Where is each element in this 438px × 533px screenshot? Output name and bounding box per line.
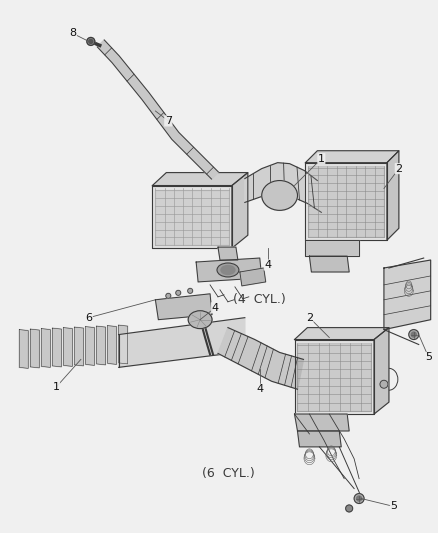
- Text: 2: 2: [306, 313, 313, 322]
- Circle shape: [411, 332, 416, 337]
- Text: (4  CYL.): (4 CYL.): [233, 293, 286, 306]
- Ellipse shape: [217, 263, 239, 277]
- Text: 4: 4: [264, 260, 271, 270]
- Circle shape: [166, 293, 171, 298]
- Circle shape: [346, 505, 353, 512]
- Text: 6: 6: [85, 313, 92, 322]
- Polygon shape: [53, 328, 61, 367]
- Text: 4: 4: [256, 384, 263, 394]
- Text: 5: 5: [425, 352, 432, 362]
- Polygon shape: [294, 340, 374, 414]
- Ellipse shape: [221, 265, 235, 274]
- Circle shape: [357, 496, 362, 501]
- Polygon shape: [119, 318, 245, 367]
- Polygon shape: [196, 258, 262, 282]
- Polygon shape: [155, 294, 212, 320]
- Circle shape: [354, 494, 364, 504]
- Polygon shape: [245, 163, 321, 212]
- Polygon shape: [108, 326, 117, 365]
- Circle shape: [89, 39, 93, 43]
- Polygon shape: [218, 328, 304, 389]
- Polygon shape: [218, 247, 238, 260]
- Polygon shape: [152, 173, 248, 185]
- Polygon shape: [305, 163, 387, 240]
- Polygon shape: [97, 40, 219, 179]
- Polygon shape: [305, 151, 399, 163]
- Text: 1: 1: [53, 382, 60, 392]
- Polygon shape: [96, 326, 106, 365]
- Circle shape: [380, 380, 388, 388]
- Polygon shape: [374, 328, 389, 414]
- Polygon shape: [232, 173, 248, 248]
- Polygon shape: [155, 190, 229, 245]
- Polygon shape: [119, 325, 127, 364]
- Polygon shape: [85, 327, 95, 365]
- Polygon shape: [297, 431, 341, 447]
- Text: 8: 8: [69, 28, 77, 38]
- Polygon shape: [294, 414, 349, 431]
- Text: 4: 4: [212, 303, 219, 313]
- Polygon shape: [387, 151, 399, 240]
- Text: 5: 5: [390, 502, 397, 512]
- Polygon shape: [305, 240, 359, 256]
- Circle shape: [409, 329, 419, 340]
- Polygon shape: [74, 327, 83, 366]
- Polygon shape: [308, 166, 384, 237]
- Polygon shape: [294, 328, 389, 340]
- Circle shape: [188, 288, 193, 293]
- Polygon shape: [64, 328, 72, 366]
- Circle shape: [87, 37, 95, 45]
- Ellipse shape: [262, 181, 297, 211]
- Text: 7: 7: [165, 116, 172, 126]
- Polygon shape: [30, 329, 39, 368]
- Polygon shape: [384, 260, 431, 329]
- Polygon shape: [41, 329, 50, 367]
- Ellipse shape: [188, 311, 212, 329]
- Text: (6  CYL.): (6 CYL.): [201, 467, 254, 480]
- Text: 1: 1: [318, 154, 325, 164]
- Text: 2: 2: [395, 164, 403, 174]
- Polygon shape: [19, 329, 28, 368]
- Polygon shape: [297, 343, 371, 411]
- Polygon shape: [152, 185, 232, 248]
- Circle shape: [176, 290, 181, 295]
- Polygon shape: [240, 268, 266, 286]
- Polygon shape: [309, 256, 349, 272]
